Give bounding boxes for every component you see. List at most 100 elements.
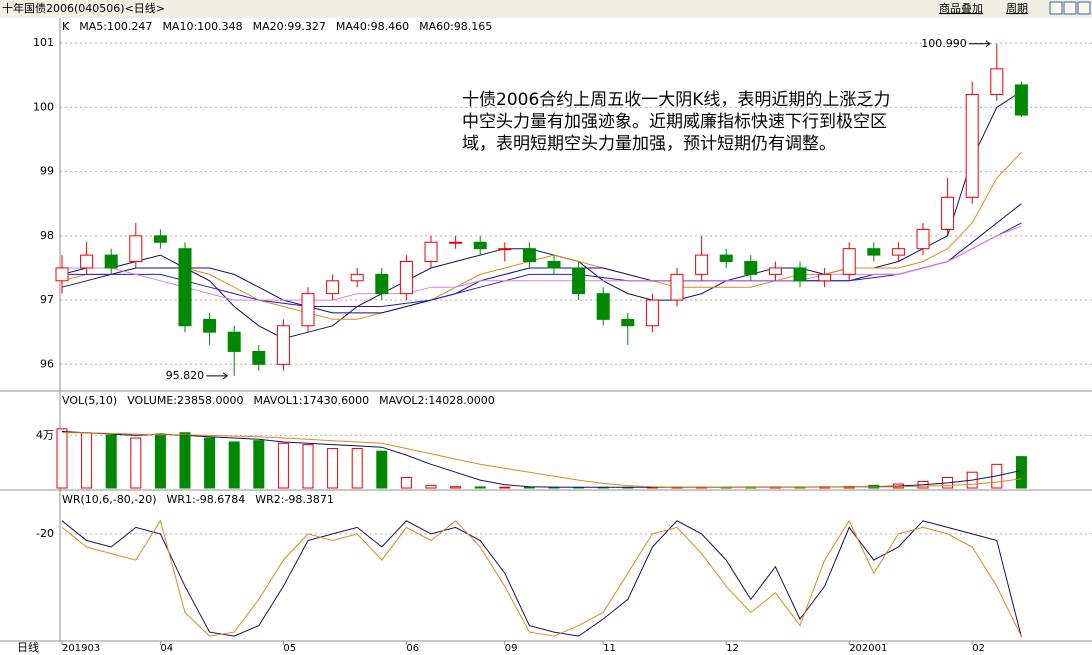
volume-bar <box>523 486 535 489</box>
candle-body <box>695 254 709 275</box>
volume-bar <box>81 432 93 489</box>
arrow-head <box>222 372 229 380</box>
candle-body <box>990 68 1004 96</box>
volume-bar <box>154 433 166 489</box>
indicator-title: WR(10,6,-80,-20) <box>62 493 157 506</box>
volume-bar <box>400 476 412 489</box>
candle-body <box>276 325 290 365</box>
volume-bar <box>327 448 339 489</box>
volume-bar <box>105 434 117 489</box>
candle-body <box>375 273 389 295</box>
overlay-button[interactable]: 商品叠加 <box>939 1 983 15</box>
legend-entry: MA20:99.327 <box>253 20 326 33</box>
x-tick-label: 09 <box>505 643 518 654</box>
volume-bar <box>499 486 511 489</box>
x-tick-label: 201903 <box>62 643 100 654</box>
x-tick-label: 12 <box>726 643 739 654</box>
volume-bar <box>376 450 388 489</box>
legend-entry: VOLUME:23858.0000 <box>127 394 243 407</box>
y-tick-label: 4万 <box>36 428 54 441</box>
candle-body <box>572 267 586 295</box>
y-tick-label: 99 <box>40 165 54 178</box>
legend-entry: MAVOL2:14028.0000 <box>379 394 495 407</box>
x-tick-label: 05 <box>283 643 296 654</box>
candle-body <box>55 267 69 282</box>
volume-bar <box>450 486 462 489</box>
volume-bar <box>1015 456 1027 489</box>
volume-bar <box>204 437 216 489</box>
legend-entry: MA5:100.247 <box>79 20 152 33</box>
wr-line <box>61 519 1022 637</box>
candle-body <box>399 261 413 295</box>
candle-body <box>842 248 856 275</box>
nav-right-icon[interactable] <box>1063 1 1077 15</box>
candle-body <box>80 254 94 269</box>
y-tick-label: 97 <box>40 293 54 306</box>
legend-entry: WR2:-98.3871 <box>255 493 334 506</box>
legend-entry: MA10:100.348 <box>162 20 242 33</box>
y-tick-label: 98 <box>40 229 54 242</box>
extreme-label: 95.820 <box>166 369 205 382</box>
top-bar <box>0 0 1092 18</box>
volume-bar <box>474 486 486 489</box>
candle-body <box>645 299 659 327</box>
x-tick-label: 06 <box>406 643 419 654</box>
candle-body <box>965 94 979 198</box>
candle-body <box>227 331 241 352</box>
x-tick-label: 02 <box>972 643 985 654</box>
ma-line <box>61 151 1022 320</box>
volume-bar <box>302 444 314 489</box>
y-tick-label: 101 <box>33 36 54 49</box>
candle-body <box>522 248 536 263</box>
nav-left-icon[interactable] <box>1049 1 1063 15</box>
candle-body <box>326 280 340 295</box>
candle-body <box>596 293 610 320</box>
period-button[interactable]: 周期 <box>1006 2 1028 15</box>
ma-line <box>62 225 1022 301</box>
volume-bar <box>130 437 142 489</box>
legend-entry: WR1:-98.6784 <box>167 493 246 506</box>
candle-body <box>203 318 217 333</box>
candle-body <box>744 261 758 275</box>
volume-bar <box>179 432 191 489</box>
candle-body <box>891 248 905 256</box>
legend-entry: MAVOL1:17430.6000 <box>253 394 369 407</box>
candle-body <box>818 273 832 282</box>
volume-bar <box>351 448 363 489</box>
volume-bar <box>253 440 265 489</box>
x-tick-label: 202001 <box>849 643 887 654</box>
candle-body <box>449 241 463 244</box>
candle-body <box>916 228 930 250</box>
legend-entry: MA40:98.460 <box>336 20 409 33</box>
candle-body <box>768 267 782 275</box>
indicator-title: K <box>62 20 70 33</box>
wr-line <box>61 520 1022 638</box>
candle-body <box>547 261 561 269</box>
candle-body <box>252 350 266 365</box>
candle-body <box>867 248 881 256</box>
volume-bar <box>228 441 240 489</box>
x-tick-label: 04 <box>160 643 173 654</box>
candle-body <box>129 235 143 263</box>
candle-body <box>793 267 807 282</box>
mavol-line <box>62 432 1022 488</box>
candle-body <box>941 196 955 230</box>
arrow-head <box>985 40 991 48</box>
candle-body <box>424 241 438 263</box>
candle-body <box>473 241 487 250</box>
candle-body <box>153 235 167 243</box>
period-label: 日线 <box>17 640 39 654</box>
candle-body <box>1014 84 1028 116</box>
candle-body <box>498 248 512 251</box>
candle-body <box>301 293 315 327</box>
y-tick-label: -20 <box>36 527 54 540</box>
y-tick-label: 96 <box>40 357 54 370</box>
nav-zoom-icon[interactable] <box>1077 1 1091 15</box>
candle-body <box>621 318 635 327</box>
analysis-note: 十债2006合约上周五收一大阴K线，表明近期的上涨乏力 <box>462 90 890 110</box>
symbol-title: 十年国债2006(040506)<日线> <box>2 1 165 15</box>
extreme-label: 100.990 <box>921 37 967 50</box>
analysis-note: 域，表明短期空头力量加强，预计短期仍有调整。 <box>462 134 836 154</box>
volume-bar <box>425 484 437 489</box>
